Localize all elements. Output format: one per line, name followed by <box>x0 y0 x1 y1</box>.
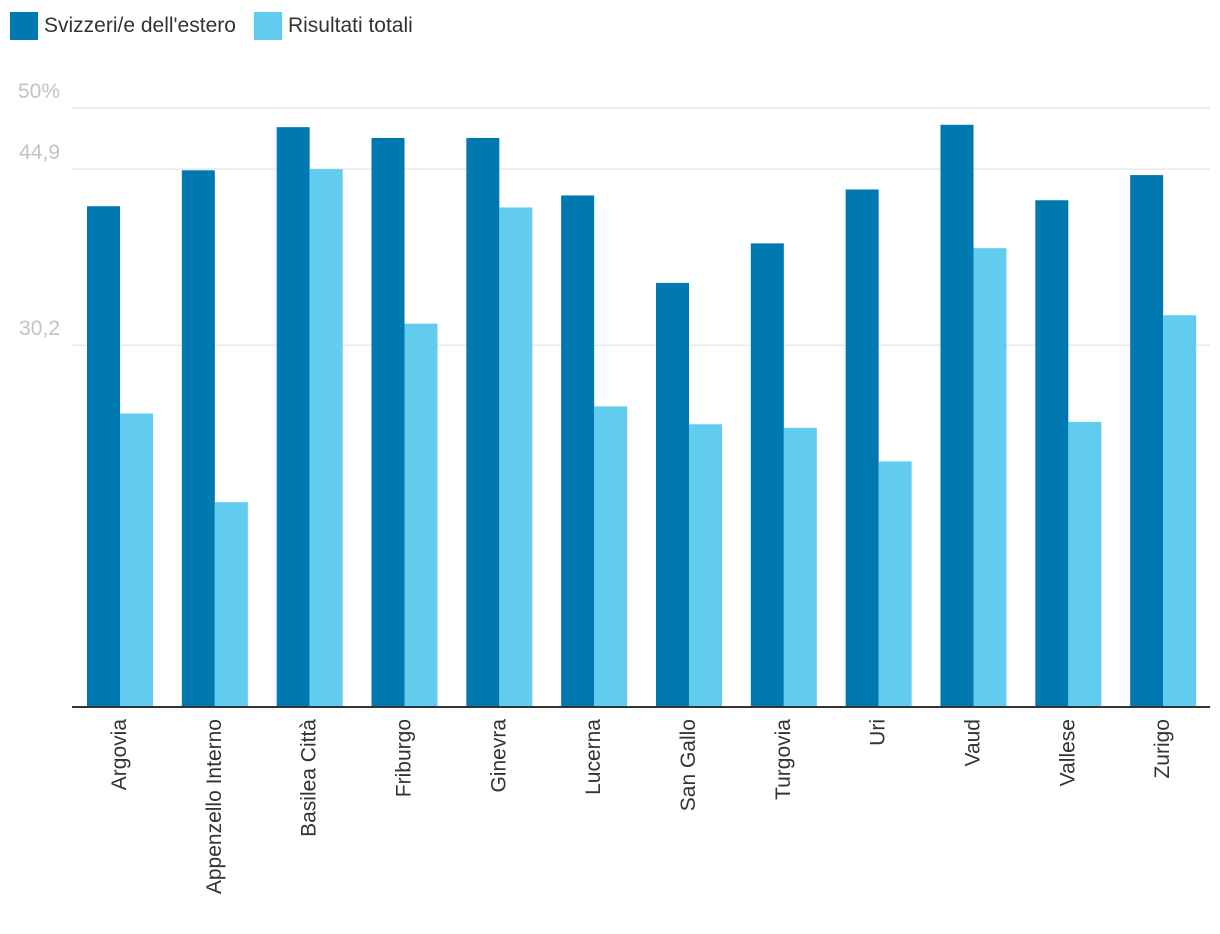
bar-svizzeri-6 <box>656 282 689 707</box>
x-tick-label-7: Turgovia <box>772 719 795 800</box>
legend-label-risultati: Risultati totali <box>287 14 413 37</box>
bar-svizzeri-5 <box>561 195 595 708</box>
x-tick-label-3: Friburgo <box>393 719 416 797</box>
x-tick-label-9: Vaud <box>962 719 985 767</box>
bar-risultati-10 <box>1068 421 1102 707</box>
bar-svizzeri-2 <box>276 127 310 708</box>
legend-label-svizzeri: Svizzeri/e dell'estero <box>44 14 236 37</box>
legend-swatch-svizzeri <box>10 12 38 40</box>
bar-svizzeri-8 <box>845 189 879 708</box>
bar-svizzeri-10 <box>1035 200 1069 707</box>
bar-risultati-9 <box>973 248 1007 707</box>
legend-item-svizzeri: Svizzeri/e dell'estero <box>10 12 236 40</box>
x-tick-label-11: Zurigo <box>1151 719 1174 779</box>
bar-svizzeri-0 <box>87 206 120 707</box>
bar-risultati-6 <box>689 424 722 707</box>
bar-risultati-1 <box>214 502 248 707</box>
bar-risultati-11 <box>1163 315 1197 707</box>
bar-risultati-3 <box>404 323 438 707</box>
bar-risultati-8 <box>878 461 912 707</box>
legend-item-risultati: Risultati totali <box>253 12 413 40</box>
bar-svizzeri-1 <box>181 170 215 707</box>
x-tick-label-6: San Gallo <box>677 719 700 811</box>
bar-svizzeri-3 <box>371 137 405 707</box>
y-tick-label-1: 44,9 <box>19 141 60 164</box>
x-tick-label-5: Lucerna <box>582 719 605 795</box>
x-tick-label-8: Uri <box>867 719 890 746</box>
y-tick-label-2: 30,2 <box>19 317 60 340</box>
x-tick-label-4: Ginevra <box>487 719 510 793</box>
x-tick-label-0: Argovia <box>108 719 131 791</box>
x-tick-label-10: Vallese <box>1056 719 1079 786</box>
bar-svizzeri-7 <box>750 243 784 707</box>
bar-risultati-5 <box>594 406 628 707</box>
bar-svizzeri-11 <box>1130 175 1164 707</box>
bar-svizzeri-4 <box>466 137 500 707</box>
legend-swatch-risultati <box>253 12 282 40</box>
bar-risultati-7 <box>783 427 817 707</box>
y-tick-label-0: 50% <box>18 80 60 103</box>
bar-svizzeri-9 <box>940 124 974 708</box>
x-tick-label-2: Basilea Città <box>298 719 321 837</box>
x-tick-label-1: Appenzello Interno <box>203 719 226 894</box>
legend: Svizzeri/e dell'estero Risultati totali <box>10 12 431 40</box>
bar-risultati-0 <box>120 413 153 707</box>
bar-risultati-2 <box>309 169 343 707</box>
bar-risultati-4 <box>499 207 533 707</box>
